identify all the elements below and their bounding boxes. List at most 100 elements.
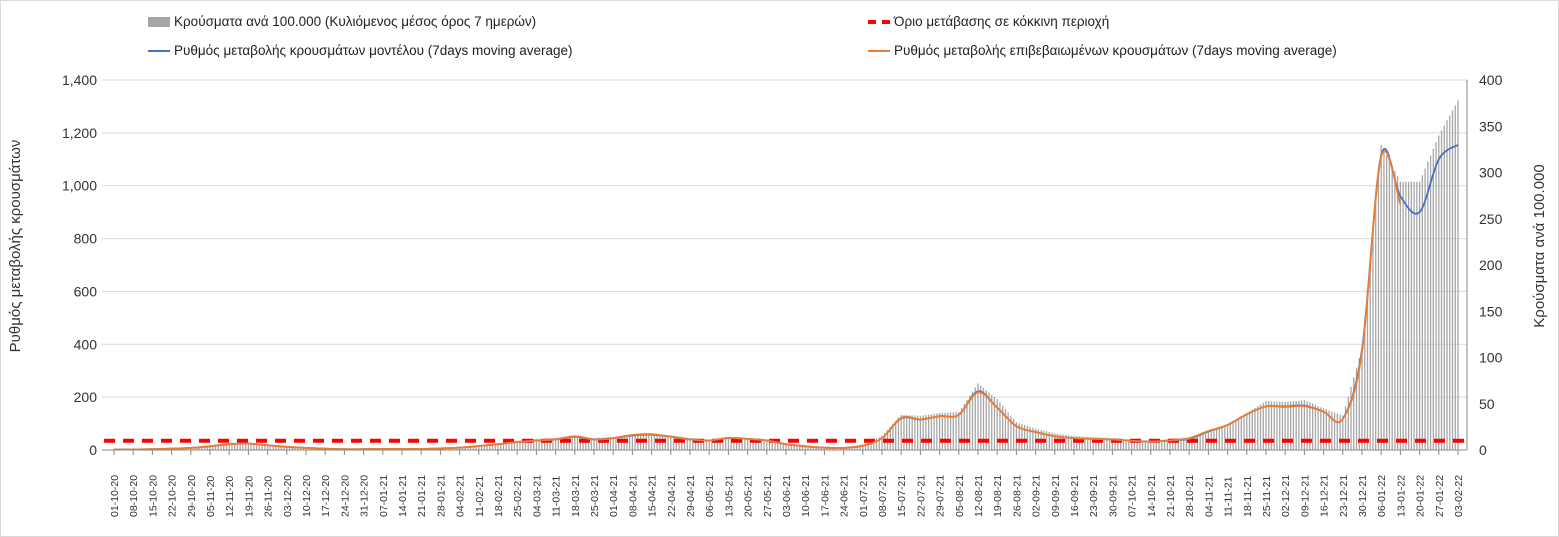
x-tick-label: 11-03-21 [551, 476, 563, 517]
x-tick-label: 15-04-21 [647, 475, 659, 517]
y-left-tick-label: 0 [89, 442, 97, 458]
x-tick-label: 22-04-21 [666, 475, 678, 517]
dashed-line-swatch-icon [868, 19, 890, 24]
x-tick-label: 13-05-21 [723, 475, 735, 517]
y-axis-right-label: Κρούσματα ανά 100.000 [1531, 164, 1548, 327]
y-right-tick-label: 200 [1479, 257, 1503, 273]
legend-label: Ρυθμός μεταβολής κρουσμάτων μοντέλου (7d… [174, 43, 573, 58]
x-tick-label: 14-01-21 [397, 475, 409, 517]
x-tick-label: 15-10-20 [147, 475, 159, 517]
legend-label: Ρυθμός μεταβολής επιβεβαιωμένων κρουσμάτ… [894, 43, 1337, 58]
x-tick-label: 08-07-21 [877, 475, 889, 517]
x-tick-label: 17-12-20 [320, 475, 332, 517]
x-tick-label: 02-12-21 [1280, 475, 1292, 517]
x-tick-label: 25-02-21 [512, 475, 524, 517]
x-tick-label: 14-10-21 [1146, 475, 1158, 517]
x-tick-label: 18-11-21 [1242, 476, 1254, 517]
x-tick-label: 05-08-21 [954, 475, 966, 517]
x-tick-label: 27-05-21 [762, 475, 774, 517]
y-left-tick-label: 800 [74, 231, 98, 247]
x-tick-label: 29-07-21 [935, 475, 947, 517]
x-tick-label: 17-06-21 [819, 475, 831, 517]
x-tick-label: 04-11-21 [1203, 476, 1215, 517]
x-tick-label: 21-10-21 [1165, 475, 1177, 517]
x-tick-label: 13-01-22 [1395, 475, 1407, 517]
x-tick-label: 18-03-21 [570, 475, 582, 517]
y-left-tick-label: 600 [74, 283, 98, 299]
model-line [113, 143, 1459, 451]
x-tick-label: 01-04-21 [608, 475, 620, 517]
x-tick-label: 25-11-21 [1261, 476, 1273, 517]
legend-item-threshold: Όριο μετάβασης σε κόκκινη περιοχή [868, 14, 1109, 29]
x-tick-label: 03-02-22 [1453, 475, 1465, 517]
x-tick-label: 27-01-22 [1434, 475, 1446, 517]
x-tick-label: 23-12-21 [1338, 475, 1350, 517]
x-tick-label: 29-10-20 [186, 475, 198, 517]
x-tick-label: 20-01-22 [1415, 475, 1427, 517]
x-tick-label: 09-12-21 [1299, 475, 1311, 517]
x-tick-label: 01-07-21 [858, 475, 870, 517]
y-right-tick-label: 50 [1479, 396, 1495, 412]
x-tick-label: 08-04-21 [627, 475, 639, 517]
legend-item-confirmed: Ρυθμός μεταβολής επιβεβαιωμένων κρουσμάτ… [868, 43, 1337, 58]
x-tick-label: 12-11-20 [224, 476, 236, 517]
x-tick-label: 03-06-21 [781, 475, 793, 517]
legend-label: Όριο μετάβασης σε κόκκινη περιοχή [894, 14, 1110, 29]
y-right-tick-label: 150 [1479, 303, 1503, 319]
x-tick-label: 06-01-22 [1376, 475, 1388, 517]
x-tick-label: 10-06-21 [800, 475, 812, 517]
x-tick-label: 26-11-20 [263, 476, 275, 517]
x-tick-label: 11-11-21 [1223, 476, 1235, 517]
x-tick-label: 08-10-20 [128, 475, 140, 517]
y-right-tick-label: 300 [1479, 165, 1503, 181]
x-tick-label: 29-04-21 [685, 475, 697, 517]
x-tick-label: 16-12-21 [1319, 475, 1331, 517]
line-swatch-icon [148, 49, 170, 52]
line-swatch-icon [868, 49, 890, 52]
x-tick-label: 02-09-21 [1031, 475, 1043, 517]
x-tick-label: 31-12-20 [359, 475, 371, 517]
confirmed-line [113, 150, 1402, 451]
y-axis-left-label: Ρυθμός μεταβολής κρουσμάτων [7, 140, 24, 353]
x-tick-label: 19-11-20 [243, 476, 255, 517]
x-tick-label: 04-02-21 [455, 475, 467, 517]
x-tick-label: 18-02-21 [493, 475, 505, 517]
x-tick-label: 21-01-21 [416, 475, 428, 517]
x-tick-label: 24-06-21 [839, 475, 851, 517]
x-tick-label: 30-09-21 [1107, 475, 1119, 517]
x-tick-label: 12-08-21 [973, 475, 985, 517]
x-tick-label: 10-12-20 [301, 475, 313, 517]
y-left-tick-label: 1,200 [62, 125, 97, 141]
x-tick-label: 22-07-21 [915, 475, 927, 517]
y-right-tick-label: 400 [1479, 72, 1503, 88]
x-tick-label: 22-10-20 [167, 475, 179, 517]
y-left-tick-label: 200 [74, 389, 98, 405]
x-tick-label: 06-05-21 [704, 475, 716, 517]
legend-item-model: Ρυθμός μεταβολής κρουσμάτων μοντέλου (7d… [148, 43, 573, 58]
x-tick-label: 25-03-21 [589, 475, 601, 517]
legend-item-cases: Κρούσματα ανά 100.000 (Κυλιόμενος μέσος … [148, 14, 536, 29]
y-right-tick-label: 0 [1479, 442, 1487, 458]
y-left-tick-label: 1,000 [62, 178, 97, 194]
y-left-tick-label: 400 [74, 336, 98, 352]
bar-swatch-icon [148, 16, 170, 27]
legend-label: Κρούσματα ανά 100.000 (Κυλιόμενος μέσος … [174, 14, 537, 29]
x-tick-label: 05-11-20 [205, 476, 217, 517]
x-tick-label: 15-07-21 [896, 475, 908, 517]
x-tick-label: 16-09-21 [1069, 475, 1081, 517]
x-tick-label: 30-12-21 [1357, 475, 1369, 517]
x-tick-label: 11-02-21 [474, 476, 486, 517]
x-tick-label: 04-03-21 [531, 475, 543, 517]
y-right-tick-label: 100 [1479, 350, 1503, 366]
x-tick-label: 03-12-20 [282, 475, 294, 517]
x-tick-label: 19-08-21 [992, 475, 1004, 517]
x-tick-label: 09-09-21 [1050, 475, 1062, 517]
x-tick-label: 28-01-21 [435, 475, 447, 517]
x-tick-label: 23-09-21 [1088, 475, 1100, 517]
y-right-tick-label: 250 [1479, 211, 1503, 227]
y-left-tick-label: 1,400 [62, 72, 97, 88]
x-tick-label: 07-10-21 [1127, 475, 1139, 517]
y-right-tick-label: 350 [1479, 118, 1503, 134]
